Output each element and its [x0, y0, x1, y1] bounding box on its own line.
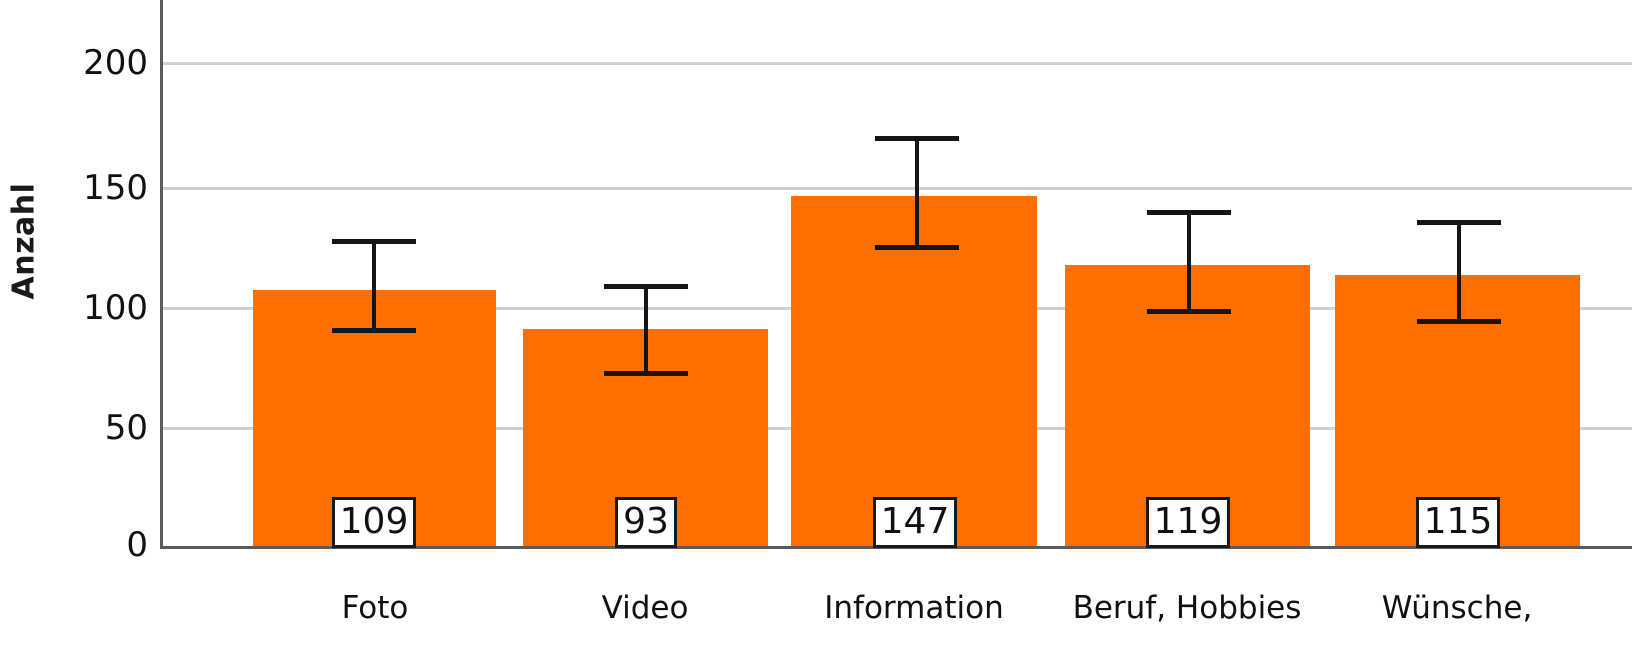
y-axis-line: [160, 0, 163, 548]
y-tick-label-200: 200: [83, 43, 148, 83]
value-label-information: 147: [873, 497, 957, 548]
y-tick-label-0: 0: [126, 525, 148, 565]
x-tick-label-wuensche-traeume-line1: Wünsche,: [1381, 589, 1533, 626]
x-tick-label-information-line1: Information: [824, 589, 1004, 626]
x-tick-label-foto: Foto: [240, 556, 510, 648]
x-tick-label-video: Video: [510, 556, 780, 648]
gridline-150: [163, 187, 1632, 190]
x-tick-label-information: Information über mich und: [779, 556, 1049, 648]
x-tick-label-wuensche-traeume: Wünsche, Träume: [1322, 556, 1592, 648]
y-tick-label-50: 50: [104, 408, 148, 448]
value-label-foto: 109: [332, 497, 416, 548]
y-axis-tick-labels: 200 150 100 50 0: [0, 0, 148, 648]
bar-information: [791, 196, 1037, 546]
value-label-video: 93: [615, 497, 677, 548]
x-tick-label-video-line1: Video: [601, 589, 689, 626]
value-label-beruf-hobbies: 119: [1146, 497, 1230, 548]
y-tick-label-100: 100: [83, 288, 148, 328]
value-label-wuensche-traeume: 115: [1416, 497, 1500, 548]
y-tick-label-150: 150: [83, 168, 148, 208]
gridline-200: [163, 62, 1632, 65]
x-tick-label-foto-line1: Foto: [341, 589, 409, 626]
x-tick-label-beruf-hobbies: Beruf, Hobbies: [1052, 556, 1322, 648]
x-tick-label-beruf-hobbies-line1: Beruf, Hobbies: [1072, 589, 1302, 626]
